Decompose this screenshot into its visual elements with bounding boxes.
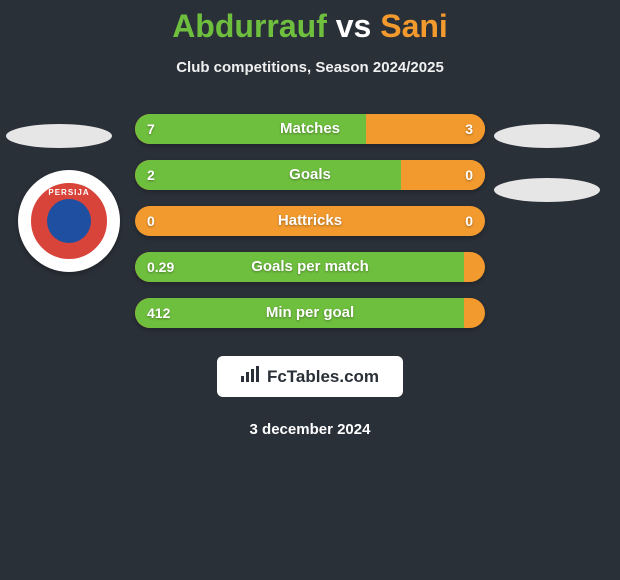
- player1-photo-placeholder: [6, 124, 112, 148]
- brand-name: FcTables.com: [267, 367, 379, 387]
- brand-badge: FcTables.com: [217, 356, 403, 397]
- bars-icon: [241, 366, 261, 387]
- stat-right-value: 3: [465, 114, 473, 144]
- player2-photo-placeholder: [494, 124, 600, 148]
- comparison-card: Abdurrauf vs Sani Club competitions, Sea…: [0, 0, 620, 438]
- crest-label: PERSIJA: [48, 188, 89, 197]
- subtitle: Club competitions, Season 2024/2025: [0, 59, 620, 76]
- stat-label: Hattricks: [135, 206, 485, 236]
- stat-row: 7Matches3: [135, 114, 485, 144]
- title-player2: Sani: [380, 8, 448, 44]
- player1-club-crest: PERSIJA: [18, 170, 120, 272]
- player2-club-placeholder: [494, 178, 600, 202]
- stat-label: Matches: [135, 114, 485, 144]
- stat-right-value: 0: [465, 206, 473, 236]
- crest-emblem-icon: [47, 199, 91, 243]
- stat-label: Goals per match: [135, 252, 485, 282]
- stat-row: 0Hattricks0: [135, 206, 485, 236]
- title-vs: vs: [336, 8, 372, 44]
- date: 3 december 2024: [0, 421, 620, 438]
- title-player1: Abdurrauf: [172, 8, 327, 44]
- brand-wrap: FcTables.com: [0, 344, 620, 397]
- stat-label: Min per goal: [135, 298, 485, 328]
- stat-row: 412Min per goal: [135, 298, 485, 328]
- stat-row: 0.29Goals per match: [135, 252, 485, 282]
- stat-label: Goals: [135, 160, 485, 190]
- page-title: Abdurrauf vs Sani: [0, 8, 620, 45]
- stat-right-value: 0: [465, 160, 473, 190]
- stats-list: 7Matches32Goals00Hattricks00.29Goals per…: [135, 114, 485, 328]
- stat-row: 2Goals0: [135, 160, 485, 190]
